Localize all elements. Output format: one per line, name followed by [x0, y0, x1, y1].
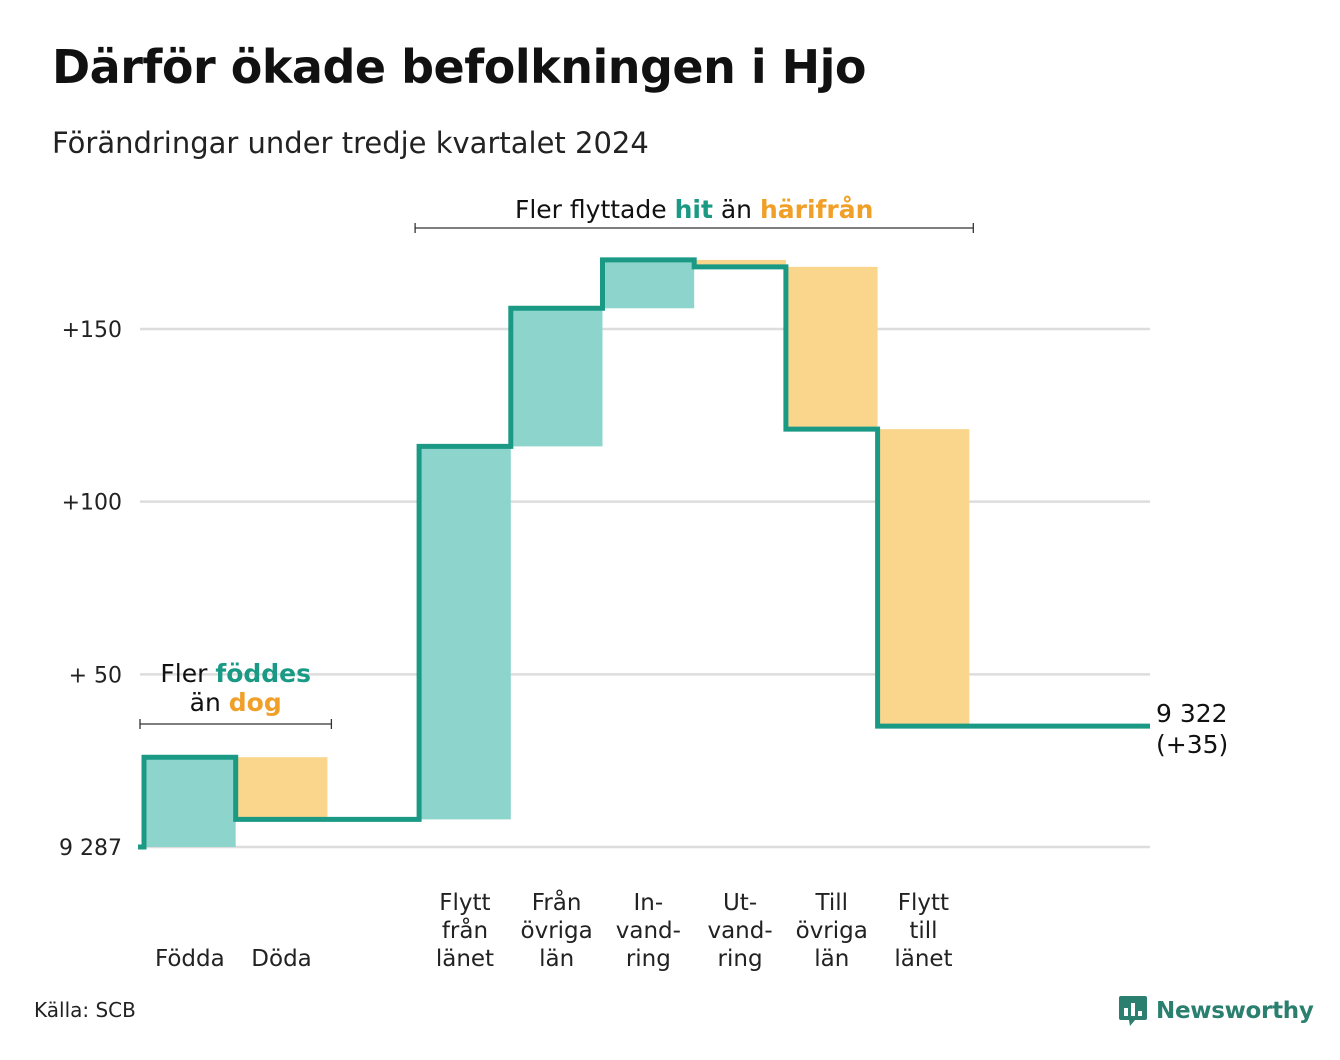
x-category-label: vand-: [616, 918, 681, 944]
x-category-label: Ut-: [723, 890, 757, 916]
bar: [235, 757, 328, 820]
y-tick-label: + 50: [69, 663, 122, 688]
x-category-label: län: [814, 946, 849, 972]
x-category-label: ring: [626, 946, 671, 972]
brand-logo: Newsworthy: [1118, 994, 1314, 1028]
x-category-label: Till: [814, 890, 848, 916]
annotation-text-segment: dog: [229, 688, 282, 717]
x-category-label: länet: [894, 946, 952, 972]
final-value: 9 322: [1156, 699, 1228, 728]
x-category-label: Döda: [251, 946, 311, 972]
chart-title: Därför ökade befolkningen i Hjo: [52, 40, 867, 94]
step-line-path: [138, 257, 1150, 850]
bar: [694, 259, 786, 267]
y-axis-labels: 9 287 + 50 +100 +150: [59, 318, 122, 861]
x-category-label: länet: [436, 946, 494, 972]
x-category-label: Från: [532, 888, 582, 916]
bar: [419, 446, 511, 820]
step-line: [138, 257, 1150, 850]
y-tick-label: +150: [62, 318, 122, 343]
x-category-label: In-: [634, 890, 664, 916]
bar: [785, 266, 878, 430]
bar: [602, 259, 695, 309]
x-axis-labels: Födda DödaFlyttfrånlänetFrånövrigalänIn-v…: [155, 888, 953, 972]
y-tick-label: +100: [62, 491, 122, 516]
annotation-text-segment: Fler: [160, 659, 215, 688]
annotation-text-segment: än: [713, 195, 760, 224]
annotation-text: än dog: [190, 688, 282, 717]
annotation-text-segment: än: [190, 688, 229, 717]
annotation-text-segment: härifrån: [760, 195, 873, 224]
annotation-text: Fler flyttade hit än härifrån: [515, 195, 873, 224]
x-category-label: övriga: [521, 918, 593, 944]
bars: [144, 259, 970, 847]
source-note: Källa: SCB: [34, 998, 136, 1022]
annotation-text-segment: hit: [675, 195, 713, 224]
bar-chart-speech-icon: [1119, 996, 1147, 1026]
x-category-label: till: [909, 918, 937, 944]
x-category-label: län: [539, 946, 574, 972]
chart-subtitle: Förändringar under tredje kvartalet 2024: [52, 126, 649, 160]
x-category-label: vand-: [707, 918, 772, 944]
bar: [877, 429, 970, 727]
grid-lines: [140, 327, 1150, 849]
x-category-label: övriga: [796, 918, 868, 944]
annotation-text: Fler föddes: [160, 659, 311, 688]
x-category-label: Flytt: [439, 890, 490, 916]
final-change: (+35): [1156, 730, 1228, 759]
brand-name: Newsworthy: [1156, 998, 1314, 1024]
x-category-label: från: [442, 916, 488, 944]
x-category-label: ring: [718, 946, 763, 972]
bar: [144, 757, 236, 847]
x-category-label: Födda: [155, 946, 225, 972]
bar: [510, 308, 603, 447]
y-tick-label: 9 287: [59, 836, 122, 861]
annotation-text-segment: föddes: [215, 659, 311, 688]
annotation-text-segment: Fler flyttade: [515, 195, 675, 224]
final-value-label: 9 322(+35): [1156, 699, 1228, 759]
x-category-label: Flytt: [898, 890, 949, 916]
